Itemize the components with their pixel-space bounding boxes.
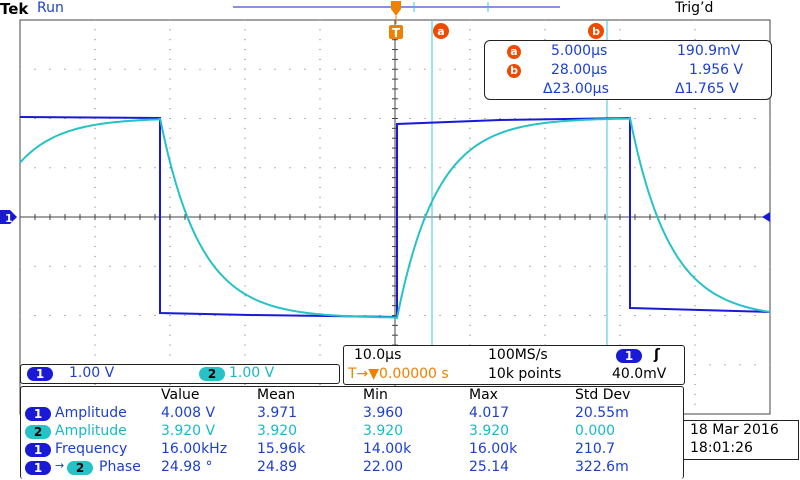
cursor-b-value: 1.956 V [689, 62, 744, 78]
datetime-panel: 18 Mar 2016 18:01:26 [683, 420, 799, 460]
cursor-row-delta: Δ23.00µs Δ1.765 V [485, 81, 771, 99]
col-min: Min [363, 387, 388, 403]
measurement-source-chip: 2 [25, 425, 51, 439]
ch1-chip[interactable]: 1 [27, 367, 53, 381]
cursor-a-badge-label: a [437, 25, 444, 38]
measurement-value: 24.98 ° [161, 459, 213, 475]
trigger-position-icon[interactable] [391, 1, 401, 16]
measurement-source-chip: 1 [25, 407, 51, 421]
measurement-mean: 3.920 [257, 423, 298, 439]
trigger-marker-label: T [392, 26, 401, 40]
measurement-label: Amplitude [55, 423, 127, 439]
cursor-a-value: 190.9mV [677, 43, 741, 59]
cursor-b-badge-label: b [592, 25, 600, 38]
measurement-min: 14.00k [363, 441, 412, 457]
arrow-icon: → [55, 459, 65, 472]
record-length: 10k points [488, 366, 562, 382]
measurement-min: 22.00 [363, 459, 404, 475]
time-per-div[interactable]: 10.0µs [354, 347, 402, 363]
measurements-panel: Value Mean Min Max Std Dev 1 Amplitude 4.0… [20, 386, 684, 479]
measurement-mean: 15.96k [257, 441, 306, 457]
col-value: Value [161, 387, 200, 403]
measurement-source-chip: 1 [25, 443, 51, 457]
trigger-marker-box[interactable] [389, 25, 403, 39]
measurement-max: 4.017 [469, 405, 510, 421]
trigger-position[interactable]: T→▼0.00000 s [348, 366, 449, 382]
measurement-max: 25.14 [469, 459, 510, 475]
trigger-source-chip[interactable]: 1 [616, 349, 642, 363]
trigger-status: Trig’d [675, 0, 714, 16]
channel-scale-panel: 1 1.00 V 2 1.00 V [20, 364, 340, 384]
cursor-b-icon: b [507, 64, 521, 78]
cursor-a-time: 5.000µs [551, 43, 608, 59]
cursor-row-b: b 28.00µs 1.956 V [485, 62, 771, 80]
measurement-std: 0.000 [575, 423, 616, 439]
trigger-level[interactable]: 40.0mV [612, 366, 667, 382]
trigger-slope-icon[interactable]: ʃ [654, 347, 660, 363]
cursor-delta-value: Δ1.765 V [675, 81, 739, 97]
measurement-min: 3.920 [363, 423, 404, 439]
measurement-max: 16.00k [469, 441, 518, 457]
acquisition-status: Run [37, 0, 64, 16]
sample-rate: 100MS/s [488, 347, 548, 363]
measurement-std: 322.6m [575, 459, 629, 475]
cursor-b-time: 28.00µs [551, 62, 608, 78]
measurement-std: 210.7 [575, 441, 616, 457]
measurement-label: Amplitude [55, 405, 127, 421]
measurement-std: 20.55m [575, 405, 629, 421]
measurement-value: 3.920 V [161, 423, 216, 439]
ch1-ground-marker-label: 1 [5, 212, 13, 225]
cursor-a-icon: a [507, 45, 521, 59]
measurement-value: 16.00kHz [161, 441, 228, 457]
ch2-scale[interactable]: 1.00 V [229, 365, 275, 381]
cursor-b-badge[interactable] [588, 23, 604, 39]
col-mean: Mean [257, 387, 296, 403]
col-std-dev: Std Dev [575, 387, 631, 403]
timebase-panel: 10.0µs 100MS/s 1 ʃ T→▼0.00000 s 10k poin… [343, 345, 685, 385]
brand-logo: Tek [0, 0, 29, 18]
measurement-source-chip: 2 [67, 461, 93, 475]
cursor-readout-panel: a 5.000µs 190.9mV b 28.00µs 1.956 V Δ23.… [484, 40, 772, 100]
measurement-min: 3.960 [363, 405, 404, 421]
measurement-mean: 3.971 [257, 405, 298, 421]
measurement-label: Frequency [55, 441, 128, 457]
ch2-waveform [19, 116, 771, 320]
ch1-waveform [19, 116, 771, 319]
measurement-mean: 24.89 [257, 459, 298, 475]
measurement-source-chip: 1 [25, 461, 51, 475]
ch1-scale[interactable]: 1.00 V [69, 365, 115, 381]
ch1-ground-marker-icon[interactable] [0, 210, 17, 224]
measurement-max: 3.920 [469, 423, 510, 439]
col-max: Max [469, 387, 498, 403]
measurement-label: Phase [99, 459, 141, 475]
cursor-row-a: a 5.000µs 190.9mV [485, 43, 771, 61]
cursor-a-badge[interactable] [433, 23, 449, 39]
date: 18 Mar 2016 [690, 422, 779, 438]
measurement-value: 4.008 V [161, 405, 216, 421]
trigger-level-arrow-icon[interactable] [762, 212, 770, 222]
time: 18:01:26 [690, 440, 753, 456]
ch2-chip[interactable]: 2 [199, 367, 225, 381]
cursor-delta-time: Δ23.00µs [543, 81, 609, 97]
